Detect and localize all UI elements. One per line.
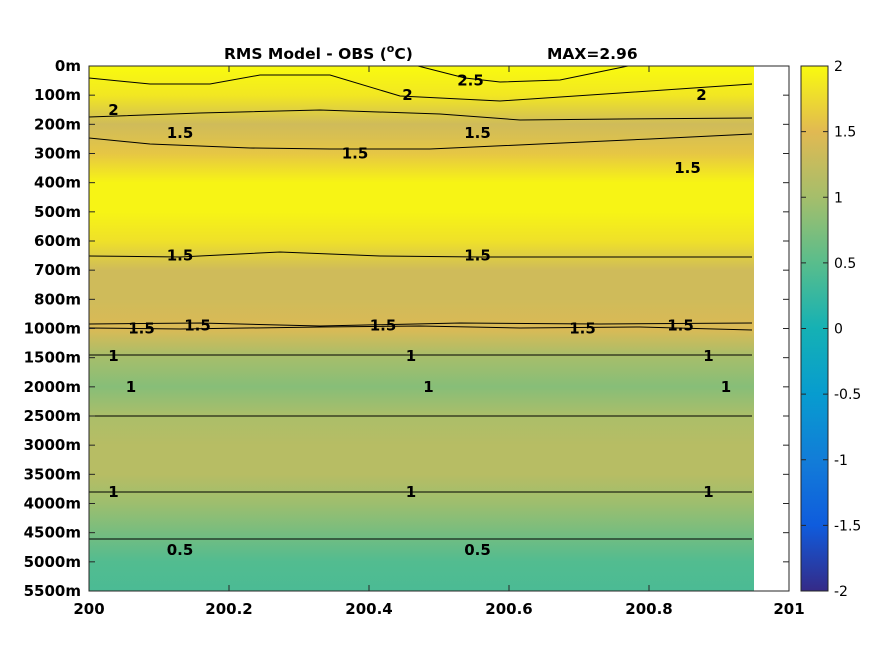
y-tick-label: 3500m	[24, 465, 81, 483]
colorbar-tick-label: -0.5	[834, 387, 861, 403]
contour-label: 2	[402, 86, 412, 104]
contour-label: 1	[703, 347, 713, 365]
contour-labels: 2 2.5 2 2 1.5 1.5 1.5 1.5 1.5 1.5 1.5 1.5 1.5 1.5 1.5 1…	[108, 72, 731, 560]
x-axis: 200 200.2 200.4 200.6 200.8 201	[73, 66, 805, 618]
contour-label: 0.5	[464, 541, 491, 559]
contour-label: 1.5	[370, 317, 397, 335]
y-tick-label: 300m	[34, 145, 81, 163]
x-tick-label: 200	[73, 600, 104, 618]
contour-label: 2	[696, 86, 706, 104]
contour-lines	[88, 65, 753, 540]
contour-label: 0.5	[167, 541, 194, 559]
y-tick-label: 600m	[34, 232, 81, 250]
plot-area: 2 2.5 2 2 1.5 1.5 1.5 1.5 1.5 1.5 1.5 1.5 1.5 1.5 1.5 1…	[88, 65, 790, 592]
contour-label: 1	[126, 378, 136, 396]
colorbar-tick-label: 1.5	[834, 125, 856, 141]
contour-line-2-5	[417, 65, 629, 83]
contour-label: 1.5	[464, 124, 491, 142]
y-tick-label: 400m	[34, 174, 81, 192]
contour-label: 1.5	[167, 124, 194, 142]
colorbar-tick-label: -1	[834, 453, 848, 469]
colorbar: 2 1.5 1 0.5 0 -0.5 -1 -1.5 -2	[800, 59, 861, 600]
contour-label: 2.5	[457, 72, 484, 90]
y-tick-label: 500m	[34, 203, 81, 221]
contour-line-1-5-deep-a	[88, 322, 753, 327]
y-tick-label: 1500m	[24, 349, 81, 367]
contour-label: 1	[108, 483, 118, 501]
contour-line-1-5-lower	[88, 133, 753, 150]
y-tick-label: 200m	[34, 115, 81, 133]
y-axis: 0m 100m 200m 300m 400m 500m 600m 700m 800m 1000m 1…	[24, 57, 789, 600]
colorbar-tick-label: 0.5	[834, 256, 856, 272]
contour-label: 1	[703, 483, 713, 501]
contour-label: 1.5	[674, 159, 701, 177]
y-tick-label: 5000m	[24, 553, 81, 571]
y-tick-label: 5500m	[24, 582, 81, 600]
contour-line-1-5-mid	[88, 251, 752, 258]
y-tick-label: 1000m	[24, 320, 81, 338]
colorbar-ticks: 2 1.5 1 0.5 0 -0.5 -1 -1.5 -2	[801, 59, 861, 600]
y-tick-label: 100m	[34, 86, 81, 104]
max-value-label: MAX=2.96	[547, 45, 638, 63]
x-tick-label: 200.2	[205, 600, 252, 618]
contour-label: 1	[423, 378, 433, 396]
y-tick-label: 800m	[34, 290, 81, 308]
y-tick-label: 4000m	[24, 495, 81, 513]
y-tick-label: 3000m	[24, 436, 81, 454]
y-tick-label: 0m	[55, 57, 81, 75]
colorbar-tick-label: 2	[834, 59, 843, 75]
contour-label: 1	[108, 347, 118, 365]
contour-label: 2	[108, 101, 118, 119]
y-tick-label: 2500m	[24, 407, 81, 425]
y-tick-label: 4500m	[24, 524, 81, 542]
contour-label: 1.5	[167, 247, 194, 265]
x-tick-label: 201	[773, 600, 804, 618]
contour-label: 1.5	[569, 320, 596, 338]
colorbar-tick-label: 1	[834, 190, 843, 206]
contour-label: 1.5	[667, 317, 694, 335]
contour-label: 1	[406, 483, 416, 501]
contour-line-1-5-upper	[88, 109, 753, 121]
y-tick-label: 2000m	[24, 378, 81, 396]
chart-title: RMS Model - OBS (oC) MAX=2.96	[224, 42, 638, 63]
contour-label: 1	[406, 347, 416, 365]
colorbar-tick-label: 0	[834, 322, 843, 338]
colorbar-tick-label: -1.5	[834, 518, 861, 534]
contour-label: 1.5	[128, 320, 155, 338]
x-tick-label: 200.8	[625, 600, 672, 618]
contour-line-2-surface	[88, 74, 753, 102]
contour-label: 1	[721, 378, 731, 396]
contour-label: 1.5	[184, 317, 211, 335]
chart-title-text: RMS Model - OBS (oC)	[224, 42, 413, 63]
colorbar-tick-label: -2	[834, 584, 848, 600]
contour-label: 1.5	[342, 145, 369, 163]
contour-label: 1.5	[464, 247, 491, 265]
y-tick-label: 700m	[34, 261, 81, 279]
contour-line-1-5-deep-b	[88, 325, 753, 331]
x-tick-label: 200.4	[345, 600, 392, 618]
x-tick-label: 200.6	[485, 600, 532, 618]
